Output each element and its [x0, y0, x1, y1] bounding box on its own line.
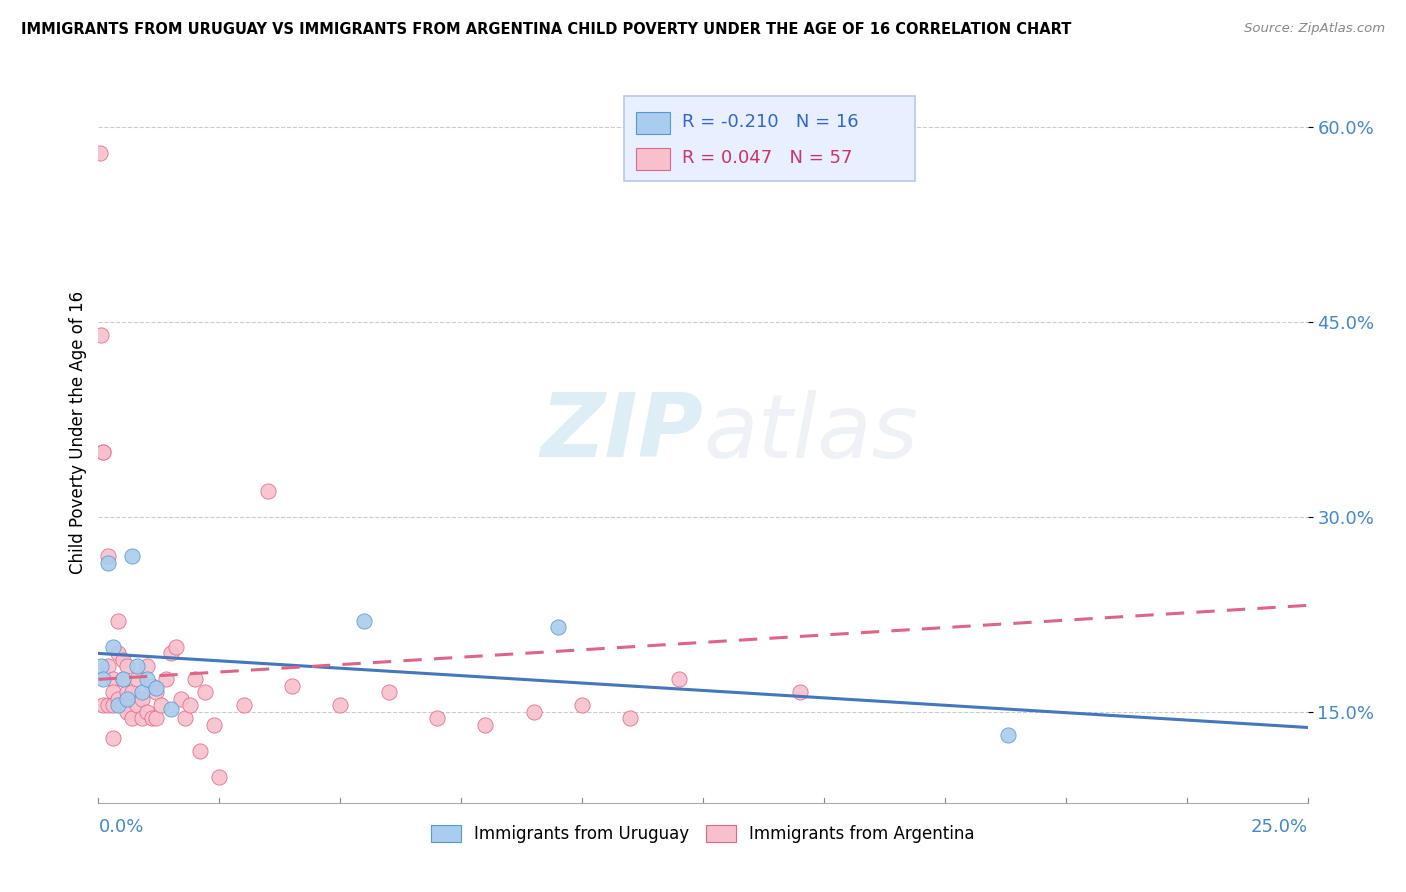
Point: [127, 673, 149, 687]
Point: [107, 647, 129, 661]
Point: [135, 659, 157, 673]
Point: [131, 692, 153, 706]
Point: [101, 698, 124, 713]
Point: [997, 728, 1019, 742]
Point: [117, 659, 139, 673]
Text: 0.0%: 0.0%: [98, 818, 143, 837]
Point: [208, 770, 231, 784]
Point: [329, 698, 352, 713]
Point: [97, 659, 120, 673]
Point: [101, 685, 124, 699]
Point: [107, 698, 129, 713]
Point: [91, 445, 114, 459]
Point: [107, 692, 129, 706]
Text: ZIP: ZIP: [540, 389, 703, 476]
Point: [523, 705, 546, 719]
Text: IMMIGRANTS FROM URUGUAY VS IMMIGRANTS FROM ARGENTINA CHILD POVERTY UNDER THE AGE: IMMIGRANTS FROM URUGUAY VS IMMIGRANTS FR…: [21, 22, 1071, 37]
Point: [111, 698, 134, 713]
Point: [165, 640, 187, 654]
Point: [188, 744, 211, 758]
Point: [111, 673, 134, 687]
Point: [204, 718, 226, 732]
Bar: [637, 147, 671, 169]
Point: [97, 556, 120, 570]
Point: [194, 685, 217, 699]
Point: [101, 731, 124, 745]
Point: [160, 702, 183, 716]
Point: [256, 484, 278, 499]
Point: [131, 711, 153, 725]
Point: [90, 659, 112, 673]
Point: [155, 673, 177, 687]
Point: [174, 711, 197, 725]
Point: [131, 685, 153, 699]
Point: [145, 681, 167, 696]
Point: [101, 673, 124, 687]
Text: 25.0%: 25.0%: [1250, 818, 1308, 837]
Point: [145, 711, 167, 725]
Point: [141, 679, 163, 693]
Point: [89, 146, 111, 161]
Point: [377, 685, 399, 699]
Point: [111, 653, 134, 667]
Point: [127, 659, 149, 673]
Point: [789, 685, 811, 699]
Point: [141, 711, 163, 725]
Point: [135, 673, 157, 687]
Point: [107, 614, 129, 628]
Point: [426, 711, 449, 725]
Point: [97, 549, 120, 563]
Point: [547, 620, 569, 634]
Point: [111, 673, 134, 687]
Point: [97, 698, 120, 713]
Point: [135, 705, 157, 719]
Point: [101, 640, 124, 654]
Legend: Immigrants from Uruguay, Immigrants from Argentina: Immigrants from Uruguay, Immigrants from…: [425, 819, 981, 850]
Point: [353, 614, 375, 628]
Text: R = 0.047   N = 57: R = 0.047 N = 57: [682, 149, 853, 167]
Point: [91, 698, 114, 713]
Point: [91, 445, 114, 459]
Bar: [637, 112, 671, 135]
Text: R = -0.210   N = 16: R = -0.210 N = 16: [682, 113, 859, 131]
Point: [145, 685, 167, 699]
Point: [121, 711, 143, 725]
Y-axis label: Child Poverty Under the Age of 16: Child Poverty Under the Age of 16: [69, 291, 87, 574]
Point: [91, 673, 114, 687]
Point: [474, 718, 496, 732]
Point: [281, 679, 304, 693]
Point: [117, 692, 139, 706]
Point: [117, 705, 139, 719]
Point: [150, 698, 173, 713]
Point: [179, 698, 201, 713]
Text: atlas: atlas: [703, 390, 918, 475]
Point: [127, 698, 149, 713]
Point: [571, 698, 593, 713]
Point: [619, 711, 641, 725]
Point: [160, 647, 183, 661]
Point: [668, 673, 690, 687]
Point: [232, 698, 254, 713]
Text: Source: ZipAtlas.com: Source: ZipAtlas.com: [1244, 22, 1385, 36]
FancyBboxPatch shape: [624, 95, 915, 181]
Point: [90, 328, 112, 343]
Point: [117, 685, 139, 699]
Point: [169, 692, 191, 706]
Point: [121, 549, 143, 563]
Point: [184, 673, 207, 687]
Point: [121, 685, 143, 699]
